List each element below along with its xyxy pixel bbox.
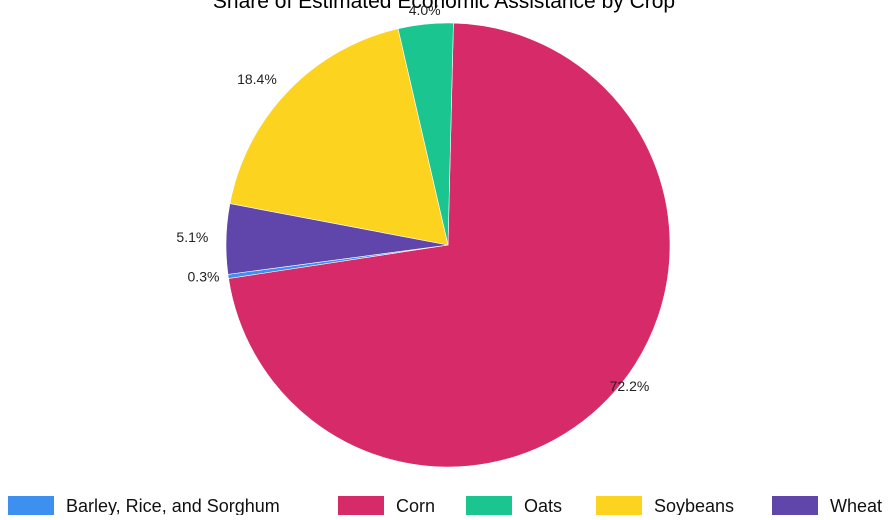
legend-swatch-corn (338, 496, 384, 516)
pie-label-soybeans: 18.4% (237, 71, 277, 87)
chart-title: Share of Estimated Economic Assistance b… (213, 0, 675, 13)
legend-label-barley-rice-and-sorghum: Barley, Rice, and Sorghum (66, 496, 280, 515)
legend-label-wheat: Wheat (830, 496, 882, 515)
legend-label-corn: Corn (396, 496, 435, 515)
legend-item-wheat[interactable]: Wheat (772, 496, 882, 516)
legend-item-oats[interactable]: Oats (466, 496, 562, 516)
pie-slices (225, 22, 671, 468)
legend-item-corn[interactable]: Corn (338, 496, 435, 516)
legend-label-soybeans: Soybeans (654, 496, 734, 515)
legend-swatch-oats (466, 496, 512, 516)
legend-swatch-soybeans (596, 496, 642, 516)
pie-slice-corn[interactable] (228, 22, 671, 468)
pie-label-barley-rice-and-sorghum: 0.3% (188, 268, 220, 284)
pie-label-corn: 72.2% (610, 378, 650, 394)
legend-item-barley-rice-and-sorghum[interactable]: Barley, Rice, and Sorghum (8, 496, 280, 516)
pie-label-wheat: 5.1% (176, 229, 208, 245)
pie-value-labels: 72.2% 0.3% 5.1% 18.4% 4.0% (176, 2, 649, 394)
chart-legend: Barley, Rice, and Sorghum Corn Oats Soybean… (8, 496, 882, 516)
legend-item-soybeans[interactable]: Soybeans (596, 496, 734, 516)
legend-swatch-wheat (772, 496, 818, 516)
pie-label-oats: 4.0% (409, 2, 441, 18)
pie-slice-soybeans[interactable] (229, 28, 449, 246)
legend-label-oats: Oats (524, 496, 562, 515)
legend-swatch-barley-rice-and-sorghum (8, 496, 54, 516)
pie-slice-oats[interactable] (397, 22, 454, 246)
